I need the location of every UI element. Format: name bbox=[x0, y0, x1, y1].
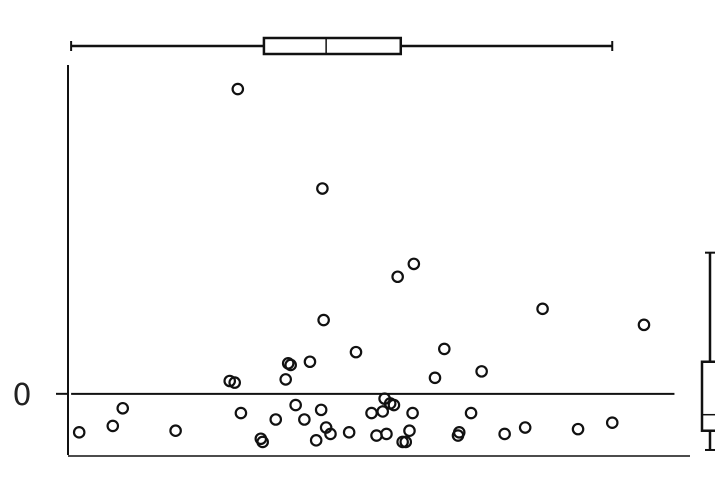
data-point bbox=[498, 427, 511, 441]
data-point bbox=[536, 302, 549, 316]
data-point bbox=[438, 342, 451, 356]
data-point bbox=[605, 416, 619, 430]
data-point bbox=[284, 358, 297, 372]
x-box-iqr bbox=[262, 36, 403, 56]
data-point bbox=[228, 376, 241, 389]
data-point bbox=[571, 422, 585, 436]
data-point bbox=[428, 371, 442, 385]
data-point bbox=[314, 403, 328, 417]
data-point bbox=[475, 365, 488, 378]
data-point bbox=[380, 427, 393, 441]
data-point bbox=[231, 82, 245, 96]
data-point bbox=[316, 182, 329, 195]
data-point bbox=[279, 373, 292, 386]
data-point bbox=[637, 318, 651, 332]
scatter-points bbox=[72, 82, 651, 449]
plot-axes bbox=[67, 65, 690, 457]
data-point bbox=[256, 435, 269, 449]
data-point bbox=[342, 426, 356, 439]
y-tick-label: 0 bbox=[12, 378, 31, 413]
data-point bbox=[391, 270, 404, 284]
x-marginal-boxplot bbox=[70, 36, 614, 56]
data-point bbox=[106, 419, 120, 433]
data-point bbox=[399, 435, 413, 449]
data-point bbox=[324, 427, 337, 441]
data-point bbox=[303, 355, 317, 369]
data-point bbox=[387, 398, 401, 412]
data-point bbox=[406, 406, 419, 420]
y-marginal-boxplot bbox=[700, 251, 715, 451]
data-point bbox=[309, 434, 323, 447]
data-point bbox=[72, 426, 86, 439]
y-axis-ticks: 0 bbox=[12, 378, 68, 413]
data-point bbox=[116, 401, 130, 415]
data-point bbox=[317, 313, 330, 327]
data-point bbox=[403, 424, 416, 438]
data-point bbox=[269, 413, 283, 426]
data-point bbox=[349, 345, 363, 359]
data-point bbox=[370, 429, 383, 442]
data-point bbox=[376, 405, 390, 418]
y-box-iqr bbox=[700, 360, 715, 432]
data-point bbox=[464, 406, 478, 420]
data-point bbox=[365, 406, 378, 420]
data-point bbox=[407, 257, 421, 271]
data-point bbox=[518, 421, 532, 434]
data-point bbox=[452, 426, 466, 439]
data-point bbox=[298, 413, 311, 426]
data-point bbox=[169, 424, 182, 438]
data-point bbox=[289, 398, 302, 412]
data-point bbox=[234, 406, 248, 420]
